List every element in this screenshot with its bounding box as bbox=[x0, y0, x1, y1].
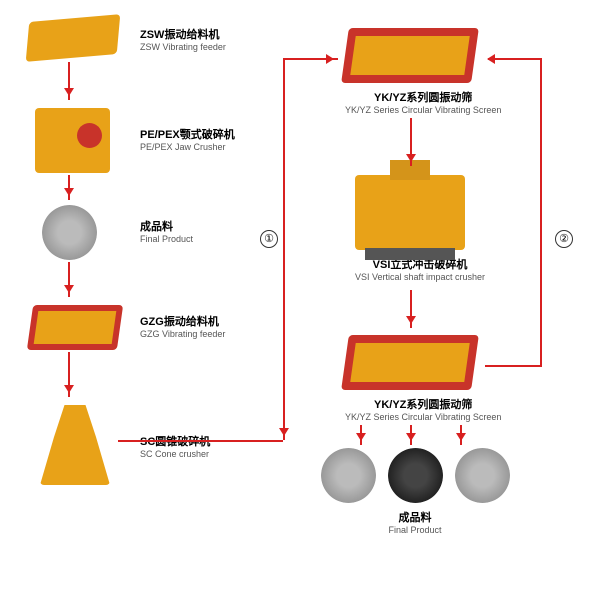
fp-zh: 成品料 bbox=[320, 509, 510, 525]
arrow-1 bbox=[68, 62, 70, 100]
gzg-en: GZG Vibrating feeder bbox=[140, 329, 225, 341]
zsw-zh: ZSW振动给料机 bbox=[140, 28, 226, 42]
arrow-r3b bbox=[410, 425, 412, 445]
arrow-r1 bbox=[410, 118, 412, 166]
screen-2: YK/YZ系列圆振动筛 YK/YZ Series Circular Vibrat… bbox=[345, 335, 501, 422]
gzg-zh: GZG振动给料机 bbox=[140, 315, 225, 329]
loop-v bbox=[540, 58, 542, 367]
screen-2-label: YK/YZ系列圆振动筛 YK/YZ Series Circular Vibrat… bbox=[345, 396, 501, 422]
cone-crusher bbox=[40, 405, 110, 485]
gzg-feeder bbox=[30, 305, 120, 350]
screen-1-img bbox=[341, 28, 479, 83]
circle-2: ② bbox=[555, 230, 573, 248]
fp-label: 成品料 Final Product bbox=[320, 509, 510, 535]
product-circle-1 bbox=[42, 205, 97, 260]
zsw-label: ZSW振动给料机 ZSW Vibrating feeder bbox=[140, 28, 226, 54]
final-product-1 bbox=[42, 205, 97, 260]
jaw-en: PE/PEX Jaw Crusher bbox=[140, 142, 235, 154]
cone-en: SC Cone crusher bbox=[140, 449, 210, 461]
arrow-r3a bbox=[360, 425, 362, 445]
zsw-feeder bbox=[28, 18, 118, 58]
jaw-label: PE/PEX颚式破碎机 PE/PEX Jaw Crusher bbox=[140, 128, 235, 154]
jaw-img bbox=[35, 108, 110, 173]
jaw-zh: PE/PEX颚式破碎机 bbox=[140, 128, 235, 142]
product-a bbox=[321, 448, 376, 503]
screen-1-label: YK/YZ系列圆振动筛 YK/YZ Series Circular Vibrat… bbox=[345, 89, 501, 115]
circle-1: ① bbox=[260, 230, 278, 248]
scr1-en: YK/YZ Series Circular Vibrating Screen bbox=[345, 105, 501, 115]
fp1-zh: 成品料 bbox=[140, 220, 193, 234]
fp-en: Final Product bbox=[320, 525, 510, 535]
vsi-img bbox=[355, 175, 465, 250]
arrow-2 bbox=[68, 175, 70, 200]
arrow-3 bbox=[68, 262, 70, 297]
zsw-feeder-img bbox=[26, 14, 121, 62]
arrow-r2 bbox=[410, 290, 412, 328]
cone-label: SC圆锥破碎机 SC Cone crusher bbox=[140, 435, 210, 461]
zsw-en: ZSW Vibrating feeder bbox=[140, 42, 226, 54]
product-row bbox=[320, 448, 510, 503]
scr2-en: YK/YZ Series Circular Vibrating Screen bbox=[345, 412, 501, 422]
screen-2-img bbox=[341, 335, 479, 390]
conn-h1 bbox=[118, 440, 283, 442]
scr1-zh: YK/YZ系列圆振动筛 bbox=[345, 89, 501, 105]
gzg-label: GZG振动给料机 GZG Vibrating feeder bbox=[140, 315, 225, 341]
product-c bbox=[455, 448, 510, 503]
loop-h2 bbox=[488, 58, 542, 60]
final-products: 成品料 Final Product bbox=[320, 448, 510, 535]
loop-h1 bbox=[485, 365, 542, 367]
gzg-img bbox=[27, 305, 123, 350]
arrow-4 bbox=[68, 352, 70, 397]
arrow-r3c bbox=[460, 425, 462, 445]
vsi-crusher: VSI立式冲击破碎机 VSI Vertical shaft impact cru… bbox=[355, 175, 485, 282]
product-b bbox=[388, 448, 443, 503]
fp1-en: Final Product bbox=[140, 234, 193, 246]
fp1-label: 成品料 Final Product bbox=[140, 220, 193, 246]
conn-up1 bbox=[283, 58, 285, 440]
jaw-crusher bbox=[35, 108, 110, 173]
screen-1: YK/YZ系列圆振动筛 YK/YZ Series Circular Vibrat… bbox=[345, 28, 501, 115]
scr2-zh: YK/YZ系列圆振动筛 bbox=[345, 396, 501, 412]
cone-img bbox=[40, 405, 110, 485]
vsi-en: VSI Vertical shaft impact crusher bbox=[355, 272, 485, 282]
cone-zh: SC圆锥破碎机 bbox=[140, 435, 210, 449]
conn-h2 bbox=[283, 58, 338, 60]
